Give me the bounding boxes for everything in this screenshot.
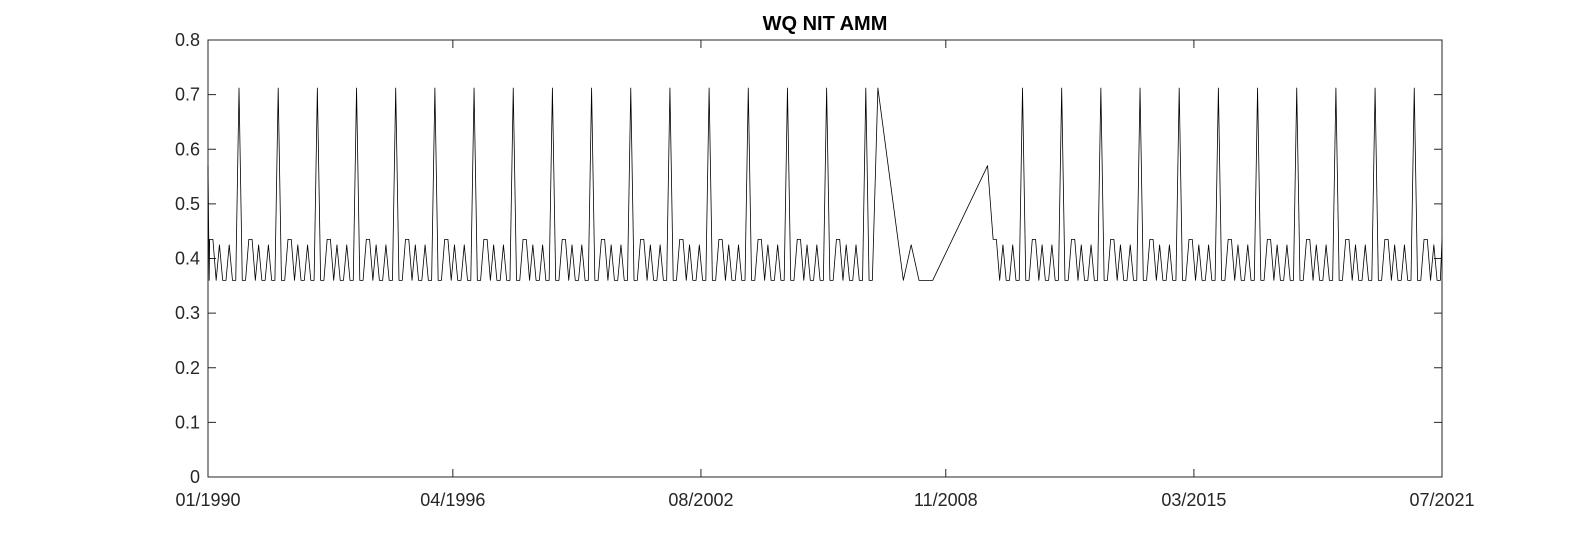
y-tick-label: 0.1 — [175, 412, 200, 432]
plot-area — [207, 39, 1443, 478]
y-tick-label: 0.8 — [175, 30, 200, 50]
x-tick-label: 04/1996 — [420, 490, 485, 510]
chart-title: WQ NIT AMM — [763, 13, 888, 35]
x-tick-label: 01/1990 — [175, 490, 240, 510]
y-tick-label: 0.7 — [175, 85, 200, 105]
series-line — [207, 87, 1443, 281]
y-tick-label: 0.5 — [175, 194, 200, 214]
y-tick-label: 0.4 — [175, 249, 200, 269]
x-tick-label: 07/2021 — [1409, 490, 1474, 510]
x-tick-label: 03/2015 — [1161, 490, 1226, 510]
y-tick-label: 0.3 — [175, 303, 200, 323]
x-axis: 01/1990 04/1996 08/2002 11/2008 03/2015 07/20… — [175, 40, 1475, 510]
y-tick-label: 0.6 — [175, 139, 200, 159]
y-tick-label: 0 — [190, 467, 200, 487]
x-tick-label: 11/2008 — [914, 490, 978, 510]
x-tick-label: 08/2002 — [668, 490, 733, 510]
y-tick-label: 0.2 — [175, 358, 200, 378]
